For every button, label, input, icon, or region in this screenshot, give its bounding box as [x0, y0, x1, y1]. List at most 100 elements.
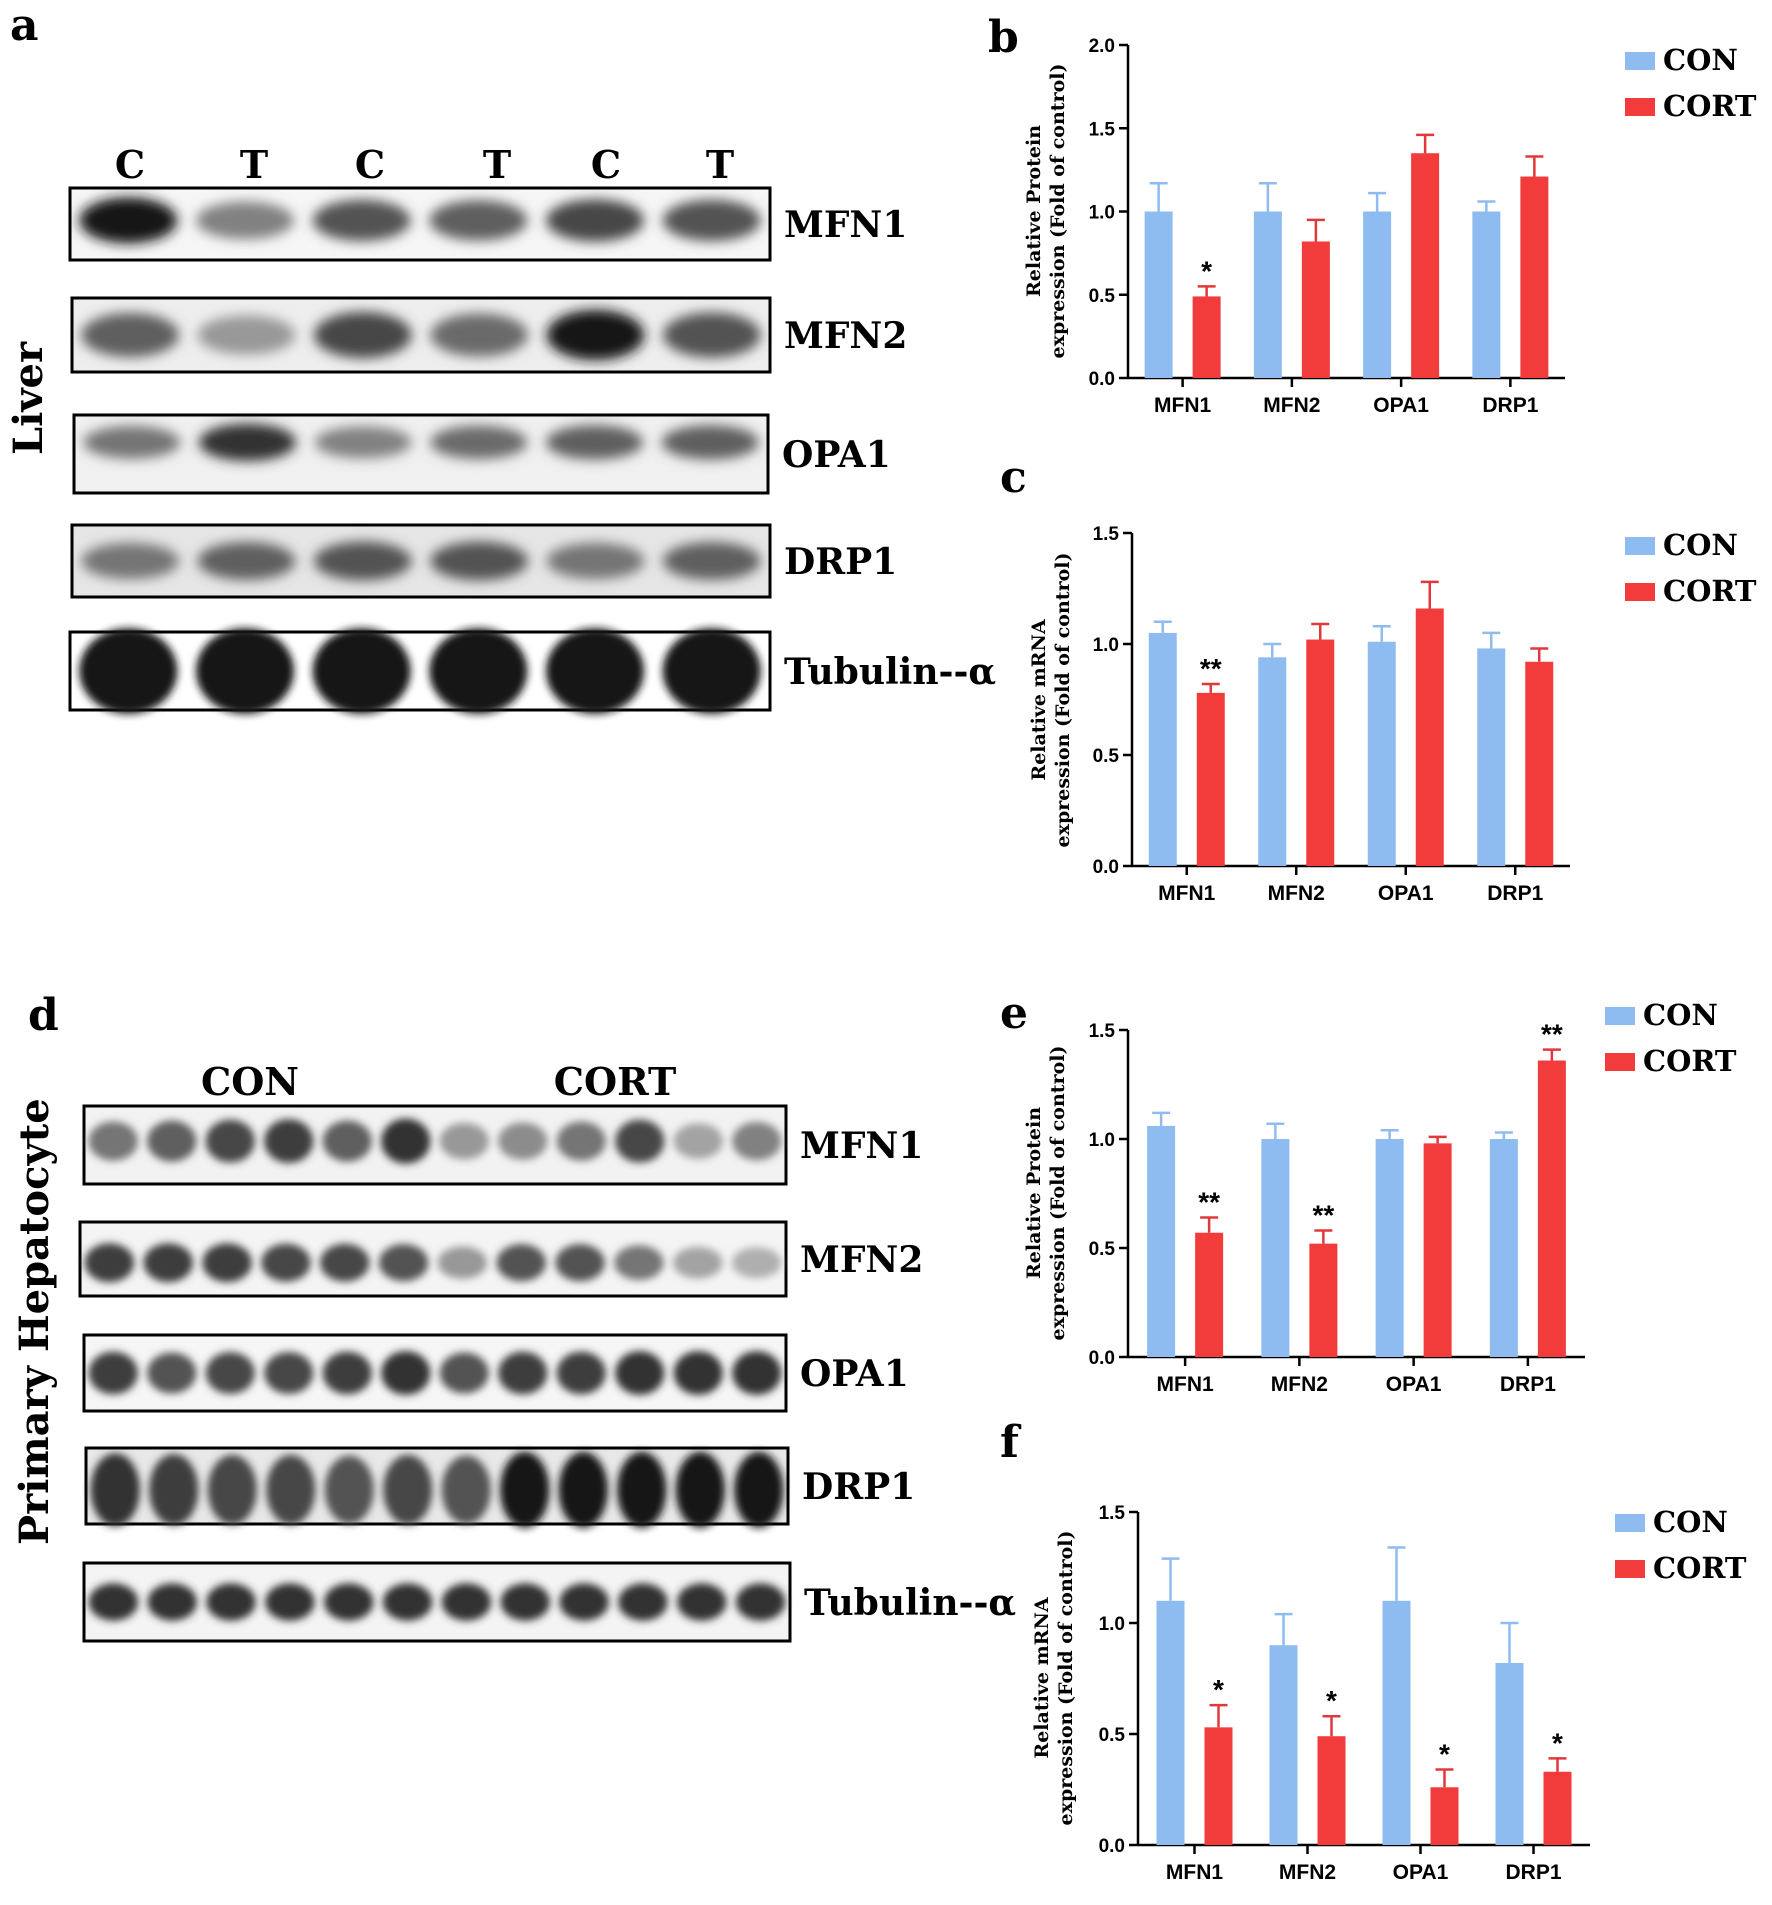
- liver-blot-strips: MFN1 MFN2 OPA1 DRP1 Tubulin--α: [68, 186, 996, 714]
- lane-label: T: [706, 142, 734, 187]
- blot-band: [618, 1583, 668, 1621]
- legend-swatch-con: [1625, 537, 1655, 555]
- chart-panel-e: e Relative Protein expression (Fold of con…: [1000, 988, 1737, 1396]
- y-axis-label-line: expression (Fold of control): [1052, 553, 1074, 848]
- bar-con-mfn1: [1156, 1600, 1185, 1845]
- x-tick-label: OPA1: [1373, 394, 1429, 417]
- blot-band: [617, 1451, 667, 1528]
- blot-band: [313, 541, 412, 581]
- blot-frame: [82, 1561, 792, 1643]
- band-label-tubulin: Tubulin--α: [784, 651, 996, 693]
- blot-band: [673, 1246, 723, 1279]
- blot-band: [381, 1351, 431, 1395]
- blot-band: [381, 1118, 431, 1164]
- blot-frame: [78, 1220, 788, 1298]
- y-axis-label-line: Relative Protein: [1023, 125, 1045, 297]
- legend-label-cort: CORT: [1663, 89, 1757, 123]
- bar-con-opa1: [1367, 641, 1396, 866]
- legend-label-con: CON: [1663, 43, 1738, 77]
- bar-con-drp1: [1472, 211, 1501, 378]
- blot-band: [198, 423, 297, 462]
- bar-cort-drp1: [1537, 1060, 1566, 1357]
- blot-band: [261, 1243, 311, 1282]
- hepatocyte-blot-panel: d Primary Hepatocyte CON CORT MFN1 MFN2 OP…: [11, 990, 1016, 1643]
- blot-band: [383, 1454, 433, 1525]
- blot-band: [202, 1243, 252, 1283]
- y-axis-label: Relative Protein expression (Fold of cont…: [1023, 1046, 1069, 1341]
- panel-letter-f: f: [1000, 1417, 1022, 1468]
- chart-panel-f: f Relative mRNA expression (Fold of contro…: [1000, 1417, 1747, 1884]
- x-tick-label: MFN2: [1279, 1861, 1336, 1884]
- blot-band: [556, 1121, 606, 1161]
- x-tick-label: MFN2: [1268, 882, 1325, 905]
- blot-strip-tubulin: Tubulin--α: [68, 628, 996, 714]
- lane-label: T: [483, 142, 511, 187]
- blot-band: [266, 1454, 316, 1525]
- blot-frame: [82, 1104, 788, 1186]
- significance-marker: *: [1439, 1739, 1450, 1770]
- legend-swatch-cort: [1605, 1053, 1635, 1071]
- band-label-mfn1: MFN1: [800, 1125, 923, 1167]
- band-label-tubulin: Tubulin--α: [804, 1582, 1016, 1624]
- bar-cort-mfn2: [1301, 241, 1330, 378]
- liver-blot-panel: a Liver C T C T C T MFN1 MFN2 OPA1 DRP1 Tubulin--…: [5, 0, 996, 714]
- bar-con-mfn2: [1261, 1139, 1290, 1357]
- y-tick-label: 1.5: [1099, 1503, 1126, 1524]
- blot-strip-tubulin: Tubulin--α: [82, 1561, 1016, 1643]
- blot-band: [264, 1352, 314, 1394]
- blot-band: [559, 1583, 609, 1621]
- lane-label: C: [355, 142, 385, 187]
- blot-band: [81, 542, 180, 580]
- lane-label: C: [115, 142, 145, 187]
- blot-band: [149, 1454, 199, 1526]
- blot-band: [558, 1451, 608, 1528]
- significance-marker: *: [1552, 1727, 1563, 1758]
- y-axis-label-line: expression (Fold of control): [1047, 1046, 1069, 1341]
- band-label-mfn2: MFN2: [784, 315, 907, 357]
- blot-frame: [70, 523, 772, 599]
- significance-marker: **: [1312, 1200, 1334, 1231]
- blot-band: [83, 425, 181, 459]
- blot-band: [322, 1120, 372, 1162]
- blot-band: [143, 1243, 193, 1283]
- x-tick-label: DRP1: [1500, 1373, 1556, 1396]
- legend-label-con: CON: [1663, 528, 1738, 562]
- band-label-drp1: DRP1: [802, 1466, 915, 1508]
- band-label-drp1: DRP1: [784, 541, 897, 583]
- blot-band: [661, 425, 759, 460]
- legend-swatch-con: [1605, 1007, 1635, 1025]
- bar-con-opa1: [1382, 1600, 1411, 1845]
- blot-band: [615, 1119, 665, 1163]
- blot-band: [197, 541, 296, 581]
- y-axis-label-line: Relative mRNA: [1031, 1597, 1053, 1758]
- blot-band: [324, 1455, 374, 1525]
- blot-band: [88, 1121, 138, 1161]
- band-label-mfn2: MFN2: [800, 1239, 923, 1281]
- panel-letter-d: d: [28, 990, 59, 1041]
- blot-band: [677, 1583, 727, 1621]
- blot-band: [498, 1122, 548, 1160]
- blot-band: [673, 1123, 723, 1159]
- chart-panel-c: c Relative mRNA expression (Fold of contro…: [1000, 452, 1757, 905]
- bar-cort-mfn1: [1196, 692, 1225, 866]
- blot-band: [662, 628, 761, 714]
- liver-side-label: Liver: [5, 341, 52, 455]
- bar-con-drp1: [1495, 1662, 1524, 1845]
- blot-band: [264, 1119, 314, 1164]
- bar-con-mfn2: [1253, 211, 1282, 378]
- blot-band: [90, 1453, 140, 1527]
- significance-marker: **: [1541, 1019, 1563, 1050]
- y-tick-label: 2.0: [1089, 36, 1115, 57]
- bar-cort-drp1: [1525, 661, 1554, 866]
- blot-band: [205, 1352, 255, 1394]
- significance-marker: **: [1200, 653, 1222, 684]
- blot-band: [206, 1583, 256, 1621]
- blot-band: [429, 200, 528, 241]
- blot-band: [662, 199, 761, 242]
- blot-band: [430, 425, 528, 460]
- blot-band: [500, 1583, 550, 1621]
- x-tick-label: MFN1: [1166, 1861, 1223, 1884]
- bar-con-drp1: [1489, 1139, 1518, 1357]
- blot-band: [441, 1583, 492, 1621]
